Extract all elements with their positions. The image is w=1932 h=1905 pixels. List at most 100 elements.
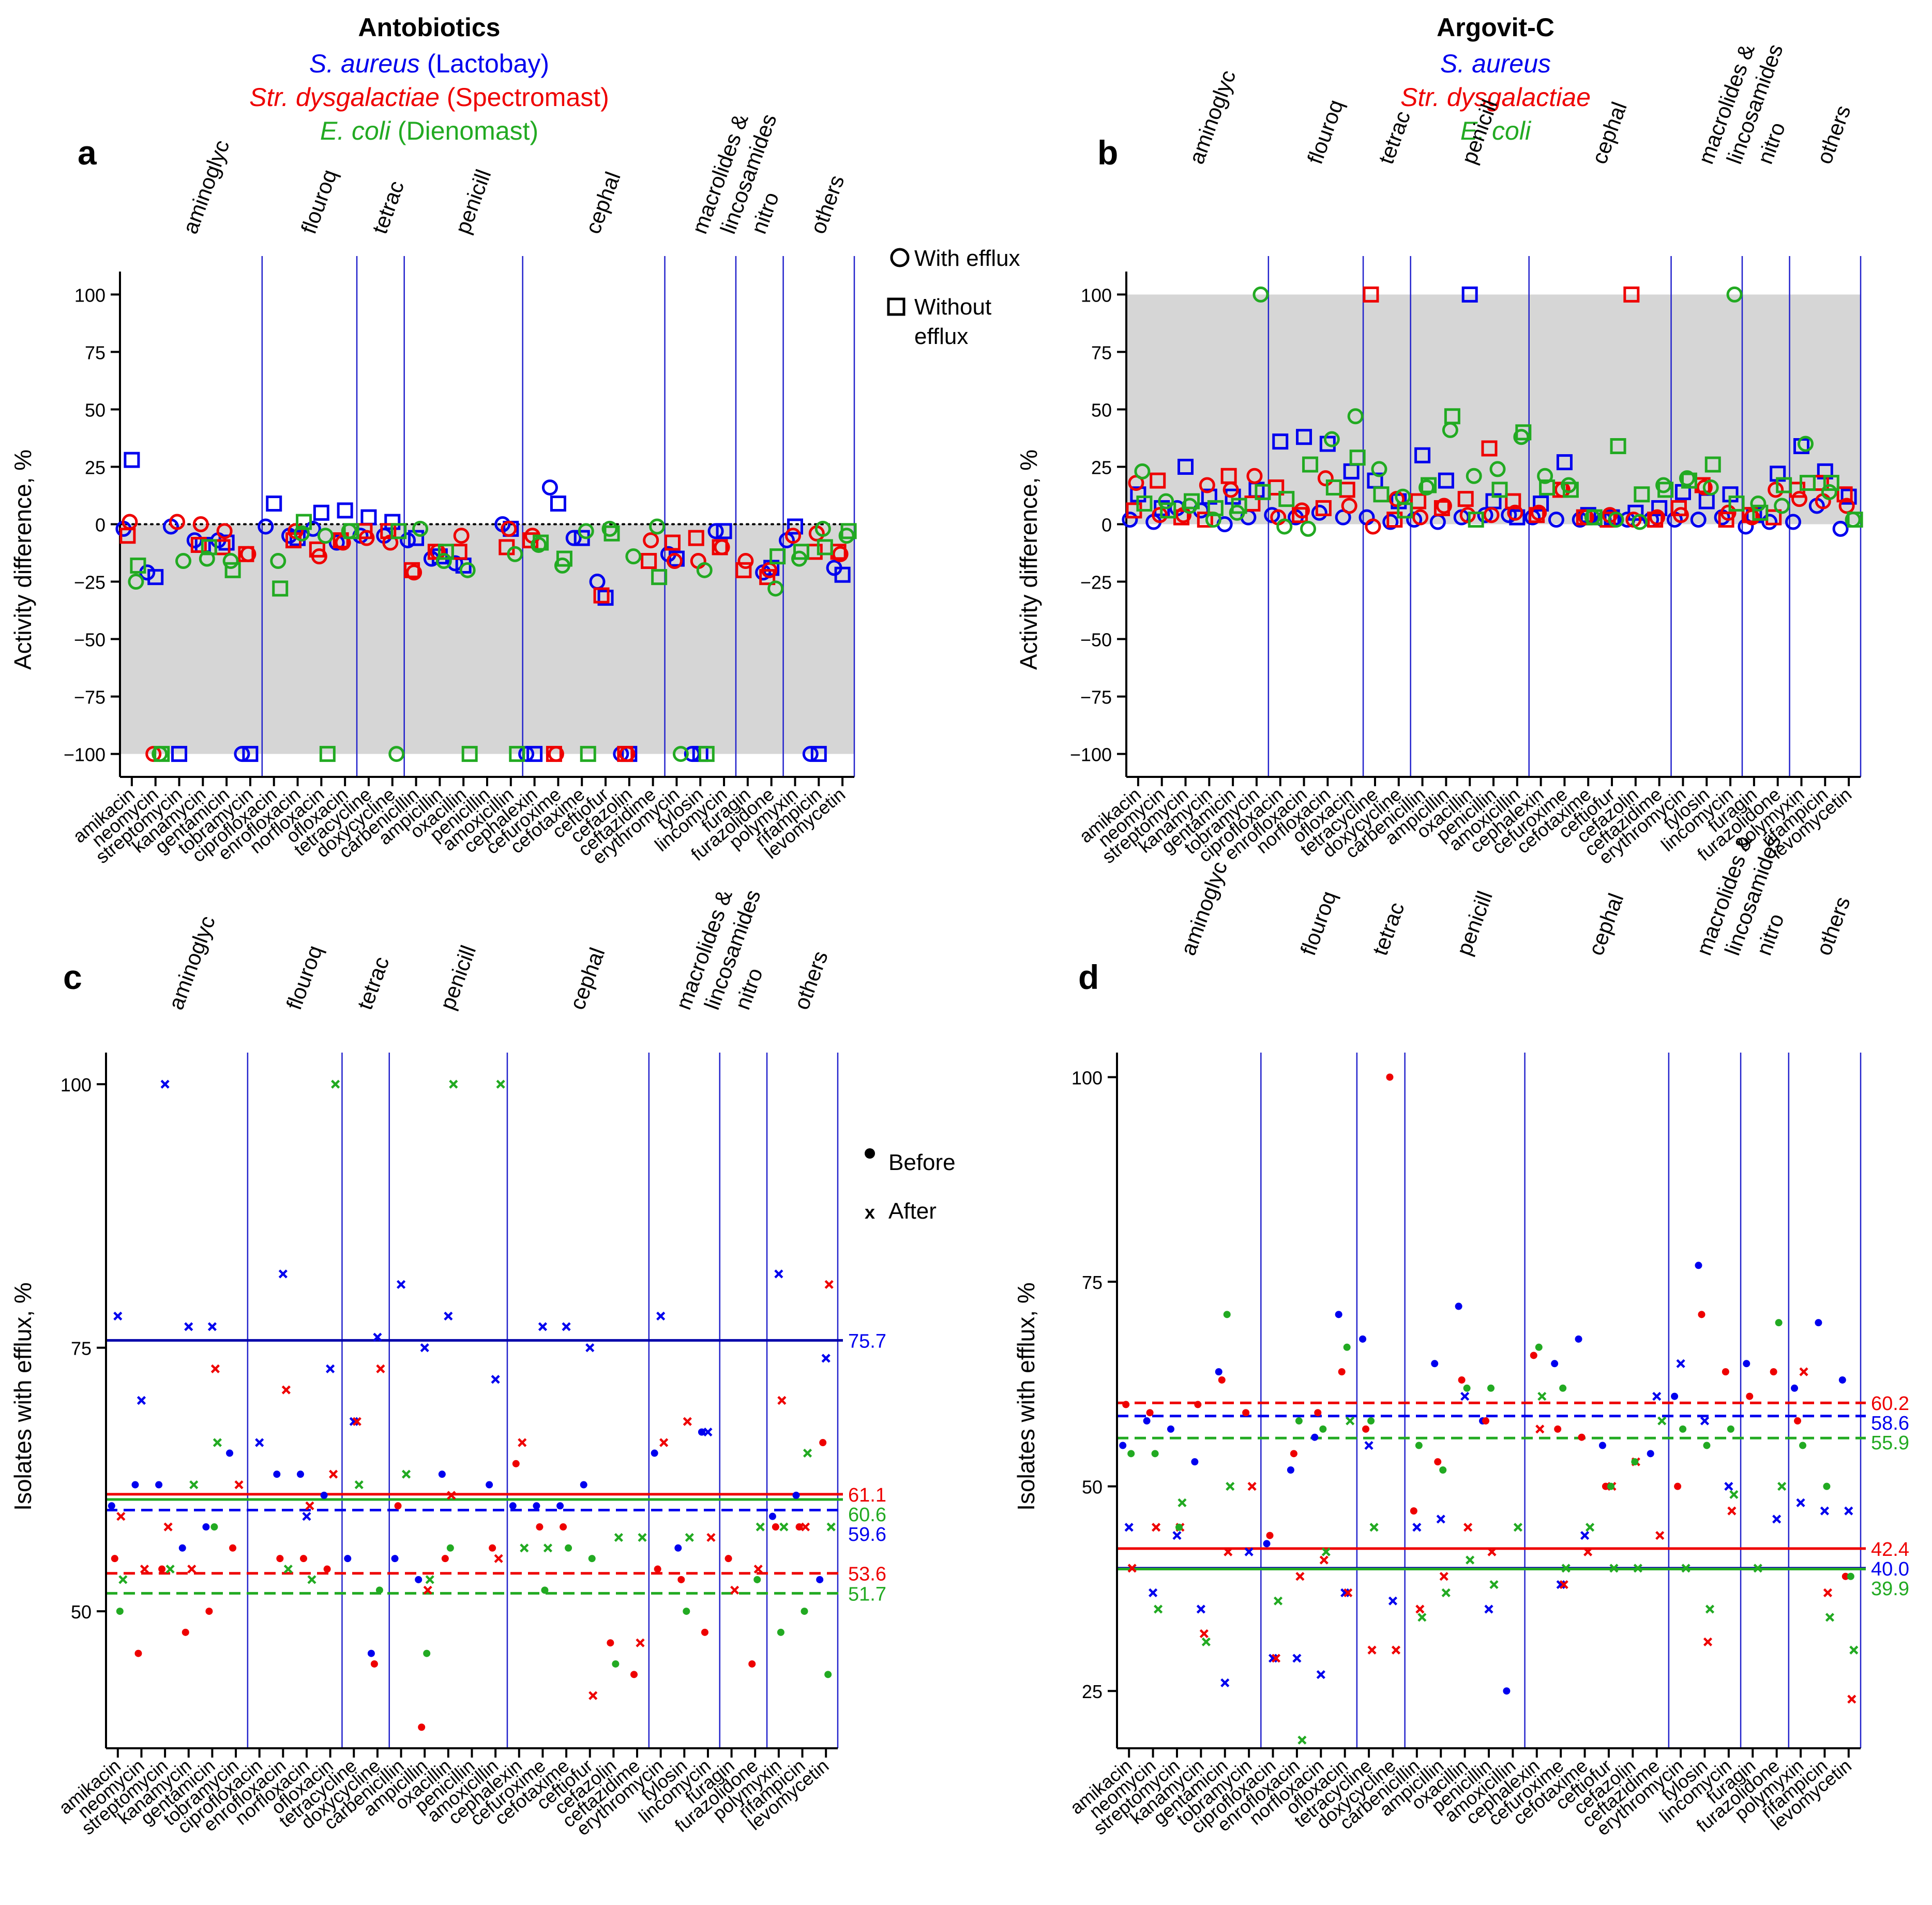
data-point [1821,484,1837,500]
group-labels: aminoglyc flouroq tetrac penicill cephal macr… [163,887,833,1013]
group-label: cephal [1583,890,1628,958]
data-point [147,569,164,586]
data-point [1143,1417,1151,1425]
data-point [1319,436,1336,452]
data-point [1607,1482,1614,1490]
data-point [814,520,831,537]
data-point [1575,1335,1582,1343]
data-point [1750,496,1767,512]
data-point [155,1481,163,1489]
data-point [1489,461,1506,477]
data-point [1119,1442,1127,1449]
data-point [375,1586,383,1594]
panel-letter: d [1078,958,1099,996]
y-tick-label: 100 [74,284,105,306]
data-point [281,1385,291,1394]
data-point [1576,509,1592,526]
data-point [190,536,207,553]
data-point [137,1396,146,1405]
data-point [541,1586,549,1594]
data-point [580,746,596,762]
legend-after-label: After [888,1198,937,1224]
data-point [1418,479,1435,496]
data-point [1657,1416,1667,1426]
data-point [1415,1442,1423,1449]
data-point [1609,1564,1619,1573]
y-tick-label: −75 [1080,687,1112,708]
data-point [1652,1391,1662,1401]
data-point [1136,496,1153,512]
data-point [1314,1409,1322,1417]
data-point [437,544,454,560]
data-point [307,1575,316,1584]
data-point [210,1364,220,1373]
data-point [1220,468,1237,484]
data-point [1702,479,1719,496]
data-point [1461,286,1478,303]
data-point [1651,500,1668,516]
data-point [1290,1450,1297,1458]
data-point [1703,1637,1713,1646]
data-point [320,1491,328,1499]
group-label: others [789,948,833,1013]
data-point [326,1364,335,1373]
data-point [716,523,732,539]
data-point [1194,1401,1202,1408]
panel-letter: a [78,133,97,172]
mean-line-label: 40.0 [1871,1558,1909,1580]
data-point [319,746,336,762]
data-point [526,746,543,762]
data-point [541,479,558,496]
data-point [565,1544,572,1552]
data-point [344,1555,352,1563]
series-e-coli-dot [116,1523,832,1678]
data-point [677,1576,685,1583]
data-point [603,525,620,542]
data-point [819,1439,827,1447]
data-point [337,502,353,519]
data-point [489,1544,496,1552]
data-point [453,528,470,544]
data-point [380,523,397,539]
data-point [1681,1564,1690,1573]
data-point [654,1565,661,1573]
data-point [1439,1466,1447,1474]
data-point [556,1502,564,1510]
data-point [352,1417,361,1426]
data-point [1158,493,1174,509]
data-point [1530,1352,1537,1359]
header-right-line-3: E. coli [1460,116,1532,145]
data-point [1122,512,1138,528]
series-e-coli-circle [128,518,855,762]
data-point [1151,1450,1159,1458]
data-point [1726,286,1743,303]
y-tick-label: 0 [95,515,105,536]
data-point [1681,472,1697,489]
data-point [1537,468,1553,484]
data-point [1633,1564,1642,1573]
data-point [1491,482,1508,498]
data-point [1122,1401,1130,1408]
data-point [1503,1687,1511,1695]
group-label: tetrac [352,953,394,1013]
data-point [816,1576,824,1583]
data-point [1647,1450,1654,1458]
data-point [1364,1441,1373,1450]
data-point [1838,498,1855,514]
data-point [1791,491,1807,507]
data-point [560,1523,567,1531]
data-point [1247,1482,1257,1491]
data-point [165,1564,175,1574]
data-point [1505,493,1521,509]
data-point [1223,1311,1231,1318]
data-point [1220,1678,1230,1688]
data-point [131,1481,139,1489]
data-point [1341,498,1357,514]
data-point [496,1079,505,1089]
header-right-line-2: Str. dysgalactiae [1400,83,1591,112]
data-point [1823,475,1839,491]
data-point [1823,1588,1833,1597]
data-point [1535,1343,1543,1351]
data-point [447,1491,456,1500]
data-point [668,550,685,567]
